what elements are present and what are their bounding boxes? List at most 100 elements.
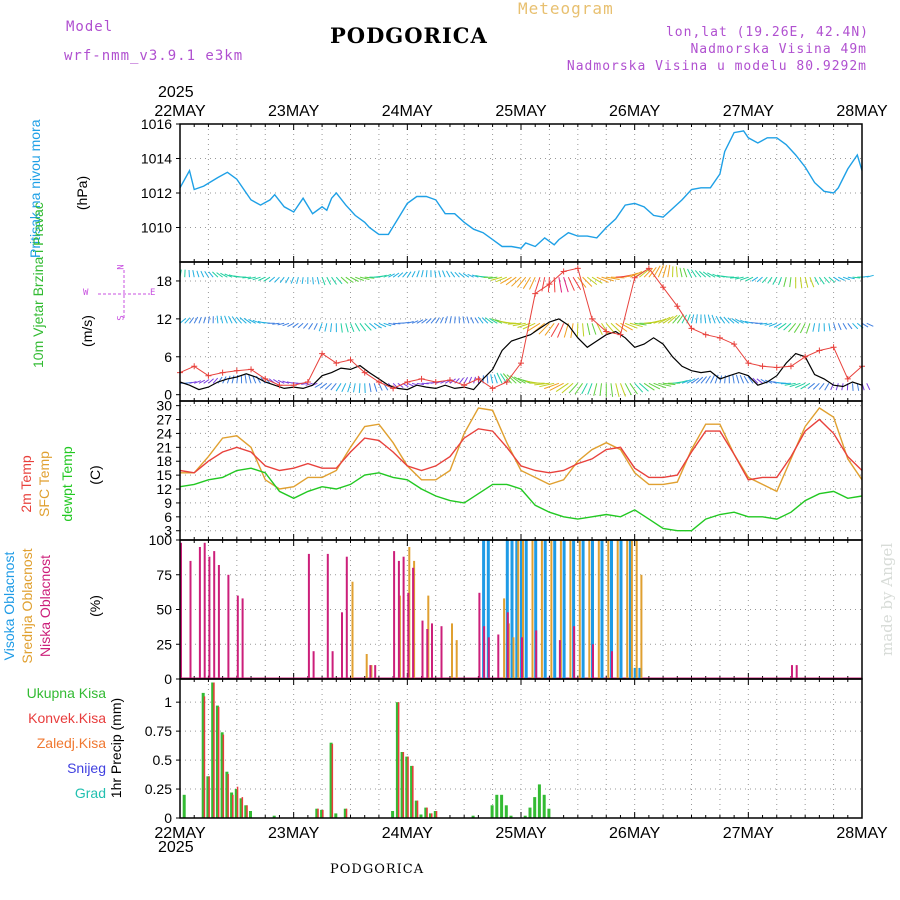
- precip-total-bar: [533, 797, 537, 818]
- high-cloud-bar: [633, 667, 637, 679]
- wind-gust-marker: [347, 356, 354, 363]
- wind-barb: [648, 382, 661, 390]
- wind-barb: [312, 277, 314, 285]
- wind-barb: [807, 382, 815, 389]
- wind-barb: [793, 323, 801, 333]
- mid-cloud-bar: [569, 540, 572, 679]
- pressure-tick-label: 1016: [141, 116, 172, 132]
- low-cloud-bar: [483, 626, 486, 679]
- wind-barb: [350, 323, 355, 332]
- wind-barb: [488, 276, 498, 280]
- wind-barb: [847, 322, 853, 330]
- wind-barb: [212, 271, 219, 278]
- wind-barb: [369, 322, 377, 330]
- cloud-tick-label: 50: [156, 602, 172, 618]
- wind-barb: [350, 276, 359, 282]
- wind-barb: [795, 382, 806, 389]
- low-cloud-bar: [412, 567, 415, 679]
- precip-convective-bar: [416, 800, 419, 818]
- wind-barb: [723, 316, 730, 324]
- wind-barb: [513, 376, 526, 384]
- wind-barb: [629, 271, 643, 278]
- mid-cloud-bar: [365, 654, 368, 679]
- wind-barb: [502, 373, 512, 384]
- wind-barb: [454, 316, 456, 324]
- precip-convective-bar: [208, 776, 210, 818]
- precip-total-bar: [239, 798, 243, 818]
- wind-barb: [212, 377, 219, 384]
- wind-barb: [462, 272, 470, 278]
- wind-barb: [747, 376, 754, 384]
- wind-barb: [727, 317, 735, 324]
- low-cloud-label: Niska Oblacnost: [37, 555, 53, 657]
- model-altitude-label: Nadmorska Visina u modelu 80.9292m: [566, 59, 867, 74]
- wind-gust-marker: [645, 265, 652, 272]
- wind-barb: [619, 383, 626, 397]
- date-label-top: 27MAY: [723, 103, 775, 120]
- wind-barb: [301, 277, 304, 284]
- low-cloud-bar: [217, 565, 220, 679]
- compass-n-text: N: [116, 264, 127, 270]
- precip-total-bar: [490, 805, 494, 818]
- wind-barb: [208, 378, 214, 384]
- wind-barb: [228, 274, 237, 278]
- wind-gust-marker: [688, 325, 695, 332]
- low-cloud-bar: [203, 542, 206, 679]
- mid-cloud-bar: [451, 623, 453, 679]
- wind-barb: [735, 318, 744, 324]
- wind-barb: [341, 383, 347, 393]
- low-cloud-bar: [795, 665, 798, 679]
- wind-barb: [572, 276, 582, 291]
- wind-barb: [719, 316, 726, 324]
- low-cloud-bar: [611, 651, 613, 679]
- wind-barb: [534, 382, 550, 386]
- wind-barb: [416, 270, 420, 278]
- wind-gust-marker: [731, 341, 738, 348]
- wind-barb: [319, 382, 328, 389]
- wind-barb: [582, 323, 585, 337]
- wind-barb: [252, 375, 257, 384]
- wind-barb: [273, 378, 280, 384]
- wind-barb: [544, 382, 560, 390]
- wind-gust-marker: [773, 364, 780, 371]
- wind-barb: [629, 383, 638, 395]
- temp-tick-label: 12: [156, 481, 172, 497]
- wind-gust-marker: [617, 331, 624, 338]
- wind-barb: [698, 270, 707, 278]
- wind-barb: [709, 375, 715, 384]
- wind-barb: [189, 381, 197, 384]
- precip-convective-bar: [232, 794, 234, 818]
- precip-total-bar: [234, 789, 238, 818]
- wind-barb: [378, 383, 383, 391]
- legend-snow: Snijeg: [67, 760, 106, 776]
- precip-total-bar: [391, 811, 395, 818]
- wind-barb: [345, 276, 354, 283]
- precip-total-bar: [320, 809, 324, 818]
- high-cloud-bar: [581, 540, 585, 679]
- wind-barb: [653, 382, 667, 389]
- precip-total-bar: [343, 808, 347, 818]
- wind-barb: [203, 379, 210, 384]
- wind-barb: [416, 319, 424, 324]
- wind-barb: [313, 323, 318, 330]
- wind-barb: [687, 268, 692, 278]
- wind-barb: [193, 316, 199, 324]
- high-cloud-bar: [562, 540, 566, 679]
- precip-convective-bar: [222, 734, 225, 818]
- high-cloud-bar: [534, 540, 538, 679]
- precip-total-bar: [329, 742, 333, 818]
- precip-total-bar: [547, 808, 551, 818]
- wind-barb: [321, 276, 326, 286]
- wind-barb: [198, 379, 206, 384]
- wind-barb: [282, 380, 290, 384]
- wind-barb: [764, 322, 773, 326]
- wind-barb: [484, 317, 493, 324]
- wind-barb: [835, 383, 839, 391]
- wind-barb: [702, 271, 711, 278]
- wind-barb: [489, 318, 498, 324]
- wind-barb: [285, 276, 290, 284]
- wind-gust-marker: [844, 375, 851, 382]
- date-label-bottom: 25MAY: [495, 825, 547, 842]
- wind-tick-label: 12: [156, 311, 172, 327]
- wind-barb: [425, 270, 428, 278]
